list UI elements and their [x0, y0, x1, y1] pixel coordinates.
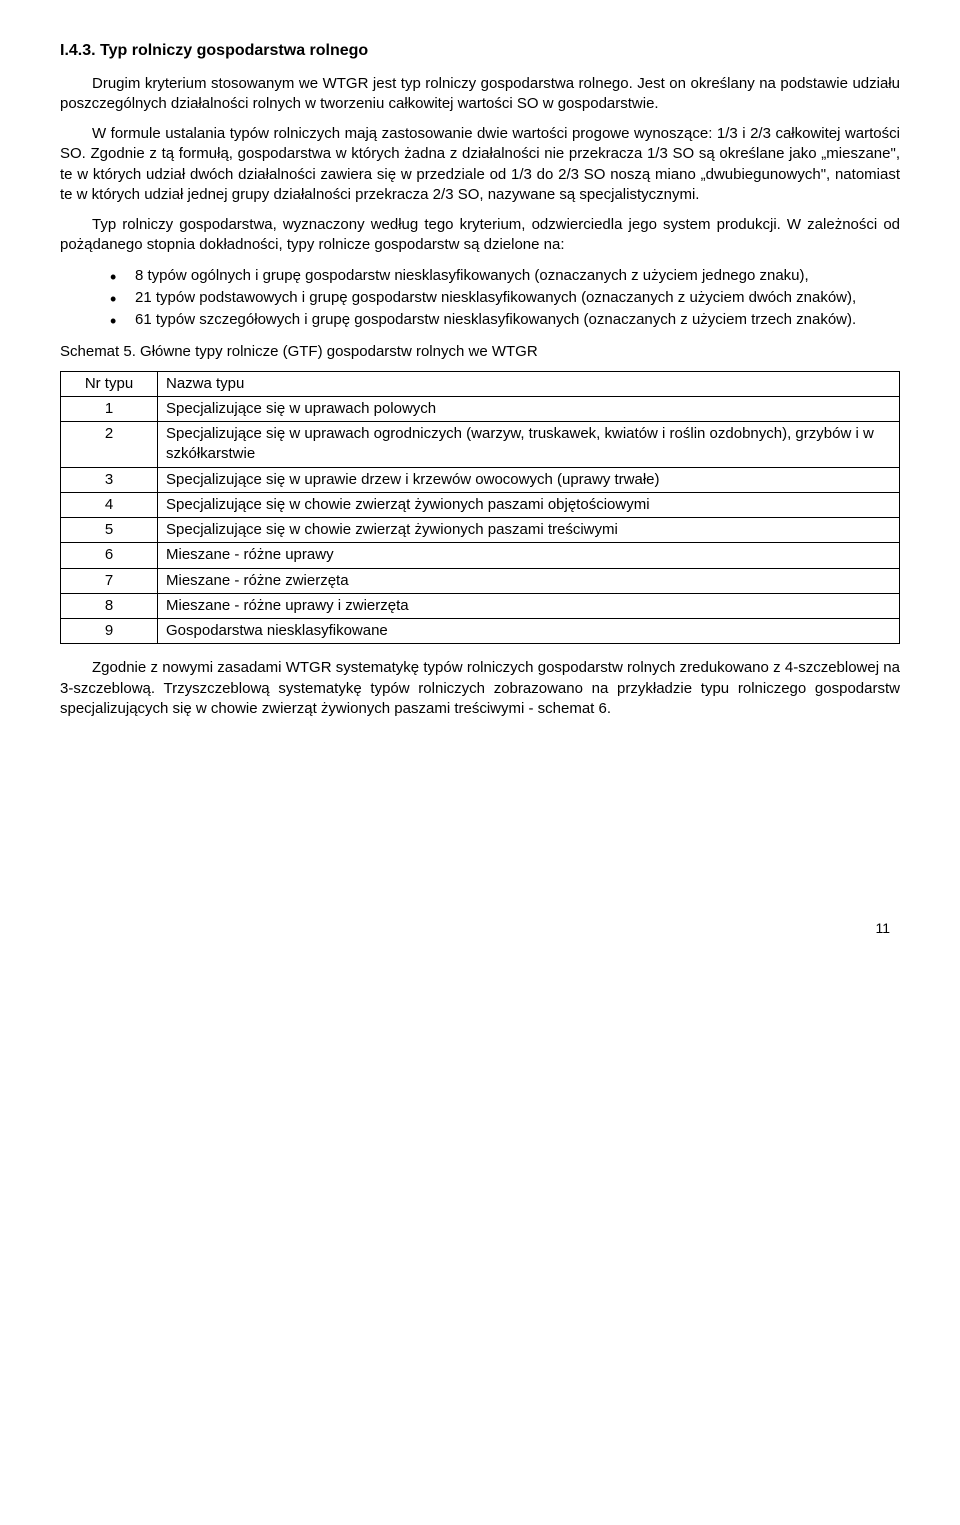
- table-row: 4 Specjalizujące się w chowie zwierząt ż…: [61, 492, 900, 517]
- cell-num: 5: [61, 518, 158, 543]
- paragraph-final: Zgodnie z nowymi zasadami WTGR systematy…: [60, 658, 900, 719]
- table-row: 8 Mieszane - różne uprawy i zwierzęta: [61, 593, 900, 618]
- bullet-item: 8 typów ogólnych i grupę gospodarstw nie…: [110, 266, 900, 286]
- bullet-item: 21 typów podstawowych i grupę gospodarst…: [110, 288, 900, 308]
- col-header-num: Nr typu: [61, 371, 158, 396]
- cell-name: Mieszane - różne zwierzęta: [158, 568, 900, 593]
- cell-name: Mieszane - różne uprawy: [158, 543, 900, 568]
- page-number: 11: [60, 919, 900, 938]
- cell-name: Mieszane - różne uprawy i zwierzęta: [158, 593, 900, 618]
- table-row: 9 Gospodarstwa niesklasyfikowane: [61, 619, 900, 644]
- typology-table: Nr typu Nazwa typu 1 Specjalizujące się …: [60, 371, 900, 645]
- table-row: 2 Specjalizujące się w uprawach ogrodnic…: [61, 422, 900, 468]
- cell-num: 6: [61, 543, 158, 568]
- cell-name: Specjalizujące się w chowie zwierząt żyw…: [158, 492, 900, 517]
- cell-num: 9: [61, 619, 158, 644]
- cell-name: Specjalizujące się w uprawie drzew i krz…: [158, 467, 900, 492]
- cell-num: 8: [61, 593, 158, 618]
- cell-name: Gospodarstwa niesklasyfikowane: [158, 619, 900, 644]
- cell-name: Specjalizujące się w uprawach polowych: [158, 396, 900, 421]
- cell-num: 1: [61, 396, 158, 421]
- table-row: 3 Specjalizujące się w uprawie drzew i k…: [61, 467, 900, 492]
- cell-num: 4: [61, 492, 158, 517]
- schema-title: Schemat 5. Główne typy rolnicze (GTF) go…: [60, 342, 900, 362]
- cell-num: 2: [61, 422, 158, 468]
- bullet-list: 8 typów ogólnych i grupę gospodarstw nie…: [60, 266, 900, 331]
- paragraph-1: Drugim kryterium stosowanym we WTGR jest…: [60, 74, 900, 115]
- col-header-name: Nazwa typu: [158, 371, 900, 396]
- table-row: 6 Mieszane - różne uprawy: [61, 543, 900, 568]
- table-row: 5 Specjalizujące się w chowie zwierząt ż…: [61, 518, 900, 543]
- table-row: 7 Mieszane - różne zwierzęta: [61, 568, 900, 593]
- paragraph-3: Typ rolniczy gospodarstwa, wyznaczony we…: [60, 215, 900, 256]
- section-heading: I.4.3. Typ rolniczy gospodarstwa rolnego: [60, 40, 900, 62]
- table-row: 1 Specjalizujące się w uprawach polowych: [61, 396, 900, 421]
- paragraph-2: W formule ustalania typów rolniczych maj…: [60, 124, 900, 205]
- cell-num: 3: [61, 467, 158, 492]
- cell-name: Specjalizujące się w chowie zwierząt żyw…: [158, 518, 900, 543]
- bullet-item: 61 typów szczegółowych i grupę gospodars…: [110, 310, 900, 330]
- table-header-row: Nr typu Nazwa typu: [61, 371, 900, 396]
- cell-name: Specjalizujące się w uprawach ogrodniczy…: [158, 422, 900, 468]
- cell-num: 7: [61, 568, 158, 593]
